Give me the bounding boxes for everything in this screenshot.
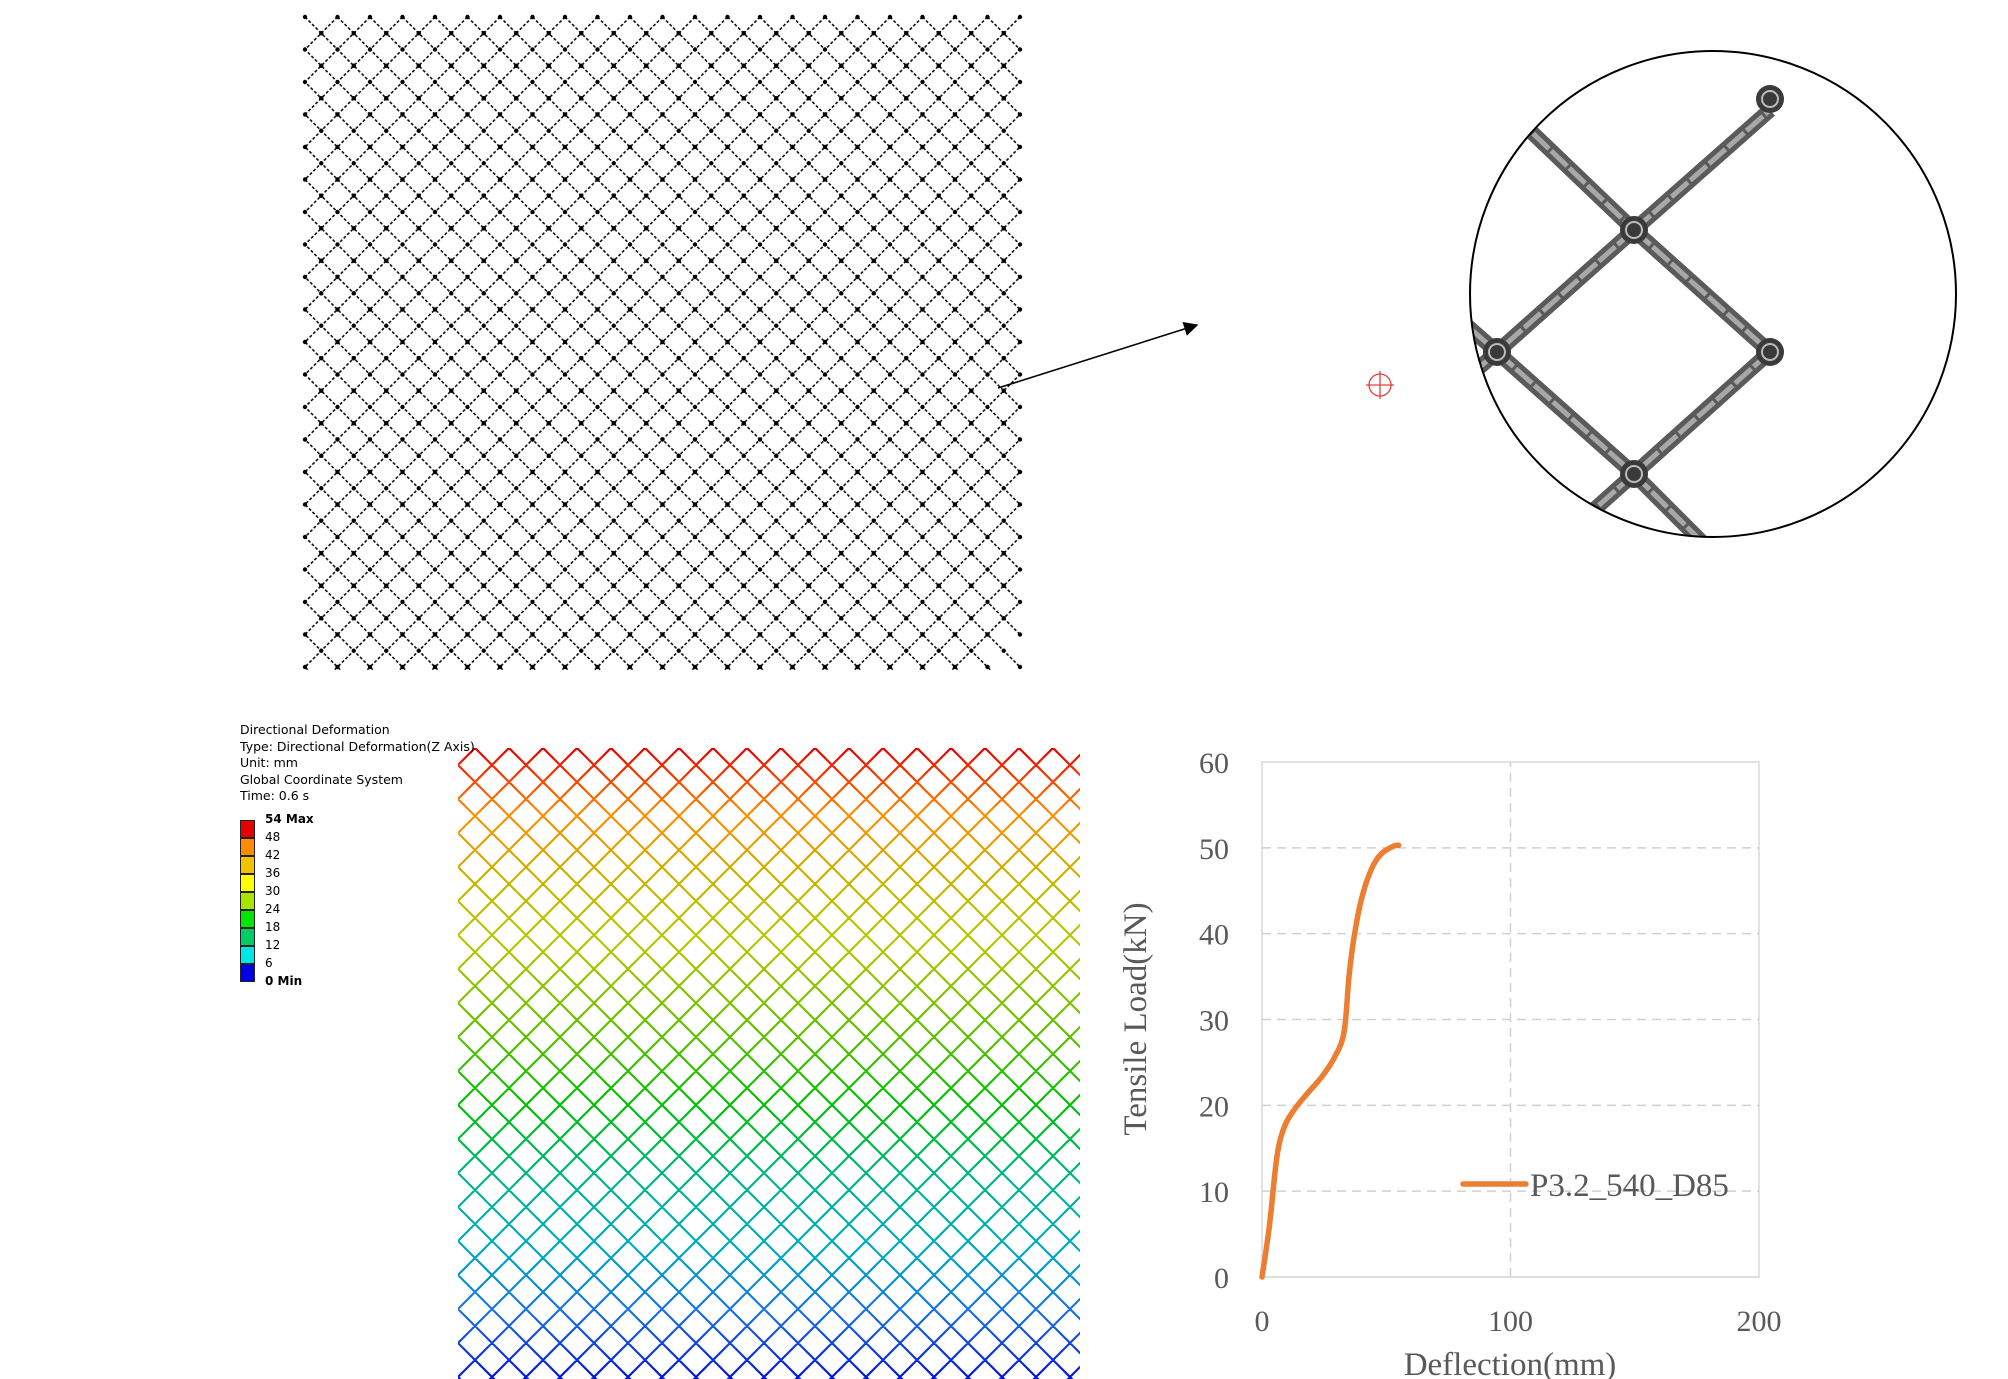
scale-label: 12: [265, 938, 281, 952]
x-axis-label: Deflection(mm): [1404, 1347, 1617, 1379]
scale-swatch: [240, 856, 255, 874]
x-tick-label: 100: [1488, 1305, 1533, 1338]
scale-swatch: [240, 964, 255, 982]
scale-entry: 36: [240, 866, 360, 892]
scale-label: 36: [265, 866, 281, 880]
scale-label: 30: [265, 884, 281, 898]
y-axis-label: Tensile Load(kN): [1118, 902, 1154, 1135]
scale-label: 18: [265, 920, 281, 934]
scale-label: 6: [265, 956, 273, 970]
scale-entry: 18: [240, 920, 360, 946]
deformed-wire-mesh-contour: [458, 748, 1080, 1379]
y-tick-label: 50: [1199, 833, 1229, 866]
y-tick-label: 40: [1199, 919, 1229, 952]
callout-arrow: [997, 322, 1199, 389]
scale-entry: 48: [240, 830, 360, 856]
series-line-p3-2-540-d85: [1259, 842, 1402, 1280]
magnified-mesh-detail: [1366, 50, 1957, 538]
crosshair-icon: [1366, 371, 1394, 399]
scale-swatch: [240, 946, 255, 964]
x-tick-label: 0: [1255, 1305, 1270, 1338]
scale-label: 0 Min: [265, 974, 303, 988]
y-tick-label: 30: [1199, 1005, 1229, 1038]
scale-swatch: [240, 910, 255, 928]
scale-swatch: [240, 892, 255, 910]
y-tick-label: 20: [1199, 1090, 1229, 1123]
scale-swatch: [240, 820, 255, 838]
scale-entry: 42: [240, 848, 360, 874]
legend-coordinate-system: Global Coordinate System: [240, 771, 403, 787]
scale-entry: 0 Min: [240, 964, 360, 1000]
legend-time: Time: 0.6 s: [240, 788, 310, 803]
scale-swatch: [240, 838, 255, 856]
y-tick-label: 0: [1214, 1262, 1229, 1295]
scale-entry: 54 Max: [240, 812, 360, 838]
scale-label: 48: [265, 830, 281, 844]
scale-swatch: [240, 874, 255, 892]
scale-entry: 30: [240, 884, 360, 910]
scale-entry: 24: [240, 902, 360, 928]
scale-label: 24: [265, 902, 281, 916]
load-deflection-chart: 0 10 20 30 40 50 60 0 100 200 P3.2_540_D85 Defle…: [1118, 747, 1782, 1379]
legend-unit: Unit: mm: [240, 755, 298, 770]
x-tick-label: 200: [1737, 1305, 1782, 1338]
scale-entry: 12: [240, 938, 360, 964]
y-tick-label: 60: [1199, 747, 1229, 780]
contour-legend: Directional Deformation Type: Directiona…: [240, 722, 475, 988]
undeformed-wire-mesh: [302, 14, 1023, 670]
legend-type: Type: Directional Deformation(Z Axis): [240, 738, 475, 754]
legend-title: Directional Deformation: [240, 722, 390, 737]
scale-swatch: [240, 928, 255, 946]
legend-label: P3.2_540_D85: [1530, 1168, 1729, 1204]
y-tick-label: 10: [1199, 1176, 1229, 1209]
scale-label: 54 Max: [265, 812, 314, 826]
scale-label: 42: [265, 848, 281, 862]
